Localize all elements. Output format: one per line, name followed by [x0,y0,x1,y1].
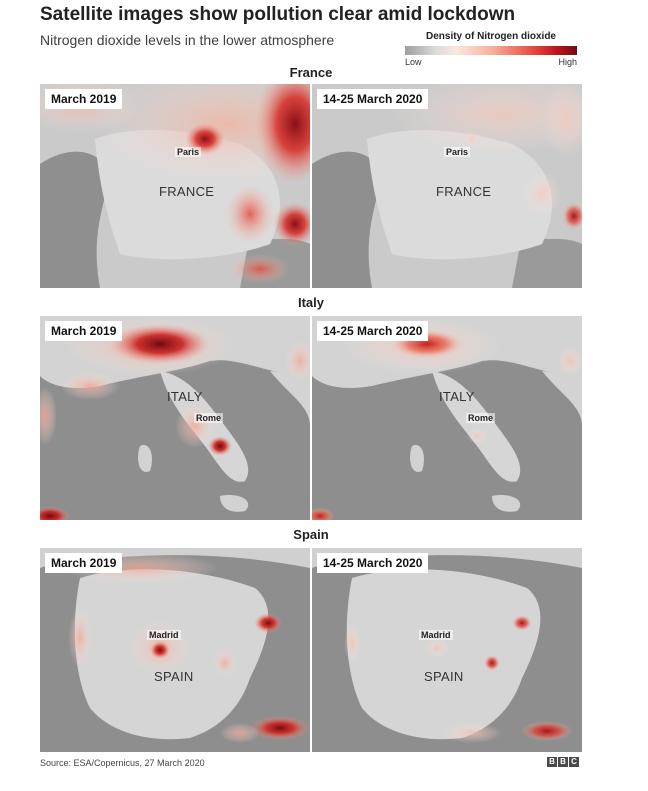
country-label-france: FRANCE [159,184,215,199]
date-label: March 2019 [45,321,123,341]
map-italy-2019-image [40,316,310,520]
country-label-italy: ITALY [439,389,475,404]
map-france-2020: 14-25 March 2020 Paris FRANCE [312,84,582,288]
map-spain-2019-image [40,548,310,752]
chart-title: Satellite images show pollution clear am… [40,4,516,25]
legend-high-label: High [558,57,577,67]
city-label-rome: Rome [466,413,496,423]
map-spain-2020: 14-25 March 2020 Madrid SPAIN [312,548,582,752]
map-france-2019: March 2019 Paris FRANCE [40,84,310,288]
date-label: March 2019 [45,553,123,573]
bbc-logo: B B C [547,757,579,767]
city-label-paris: Paris [444,147,471,157]
date-label: 14-25 March 2020 [317,89,429,109]
logo-letter: B [547,757,557,767]
date-label: March 2019 [45,89,123,109]
map-italy-2019: March 2019 ITALY Rome [40,316,310,520]
map-france-2020-image [312,84,582,288]
section-title-france: France [289,65,333,80]
map-spain-2020-image [312,548,582,752]
legend-title: Density of Nitrogen dioxide [425,31,556,42]
country-label-italy: ITALY [167,389,203,404]
section-italy: Italy March 2019 ITALY Rome [40,294,582,520]
legend-low-label: Low [405,57,422,67]
date-label: 14-25 March 2020 [317,553,429,573]
city-label-rome: Rome [194,413,224,423]
country-label-france: FRANCE [436,184,492,199]
city-label-paris: Paris [175,147,202,157]
city-label-madrid: Madrid [419,630,453,640]
section-title-italy: Italy [297,295,324,310]
country-label-spain: SPAIN [154,669,194,684]
country-label-spain: SPAIN [424,669,464,684]
section-title-spain: Spain [293,527,329,542]
chart-subtitle: Nitrogen dioxide levels in the lower atm… [40,32,335,48]
city-label-madrid: Madrid [147,630,181,640]
source-note: Source: ESA/Copernicus, 27 March 2020 [40,758,205,768]
map-spain-2019: March 2019 Madrid SPAIN [40,548,310,752]
logo-letter: B [558,757,568,767]
map-italy-2020-image [312,316,582,520]
color-legend: Density of Nitrogen dioxide Low High [405,31,577,67]
map-italy-2020: 14-25 March 2020 ITALY Rome [312,316,582,520]
section-spain: Spain March 2019 Madrid SPAIN [40,526,582,752]
legend-gradient-bar [405,46,577,55]
date-label: 14-25 March 2020 [317,321,429,341]
logo-letter: C [569,757,579,767]
section-france: France March 2019 Paris FRANCE [40,64,582,290]
